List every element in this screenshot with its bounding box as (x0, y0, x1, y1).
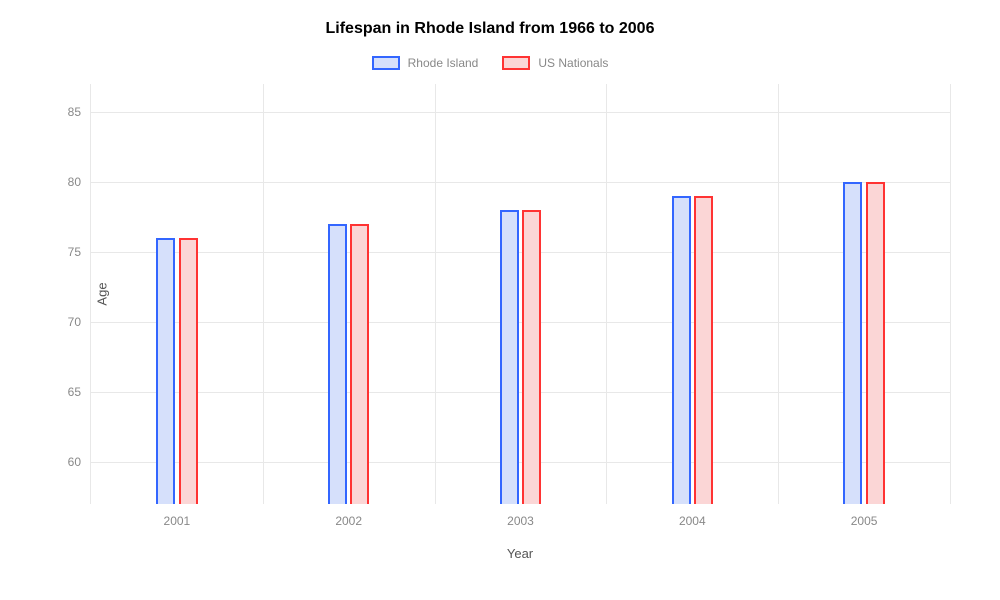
vgridline (435, 84, 436, 504)
legend-item-0: Rhode Island (372, 56, 479, 70)
x-tick-label: 2004 (679, 504, 706, 528)
x-tick-label: 2003 (507, 504, 534, 528)
bar (156, 238, 175, 504)
y-tick-label: 65 (68, 385, 91, 399)
y-tick-label: 70 (68, 315, 91, 329)
plot-area: 60657075808520012002200320042005 (90, 84, 950, 504)
legend-swatch-0 (372, 56, 400, 70)
legend-label-0: Rhode Island (408, 56, 479, 70)
bar (350, 224, 369, 504)
chart-container: Lifespan in Rhode Island from 1966 to 20… (0, 0, 1000, 600)
x-tick-label: 2002 (335, 504, 362, 528)
gridline (91, 182, 950, 183)
bar (500, 210, 519, 504)
bar (866, 182, 885, 504)
y-tick-label: 85 (68, 105, 91, 119)
vgridline (778, 84, 779, 504)
bar (522, 210, 541, 504)
legend: Rhode Island US Nationals (20, 56, 960, 70)
vgridline (606, 84, 607, 504)
vgridline (263, 84, 264, 504)
gridline (91, 112, 950, 113)
gridline (91, 322, 950, 323)
gridline (91, 392, 950, 393)
bar (179, 238, 198, 504)
legend-swatch-1 (502, 56, 530, 70)
bar (328, 224, 347, 504)
x-tick-label: 2001 (164, 504, 191, 528)
chart-title: Lifespan in Rhode Island from 1966 to 20… (20, 20, 960, 38)
bar (694, 196, 713, 504)
x-axis-label: Year (90, 546, 950, 561)
y-tick-label: 75 (68, 245, 91, 259)
vgridline (950, 84, 951, 504)
y-tick-label: 60 (68, 455, 91, 469)
plot-wrap: Age 60657075808520012002200320042005 Yea… (90, 84, 950, 504)
bar (843, 182, 862, 504)
legend-item-1: US Nationals (502, 56, 608, 70)
y-tick-label: 80 (68, 175, 91, 189)
legend-label-1: US Nationals (538, 56, 608, 70)
gridline (91, 252, 950, 253)
x-tick-label: 2005 (851, 504, 878, 528)
bar (672, 196, 691, 504)
gridline (91, 462, 950, 463)
